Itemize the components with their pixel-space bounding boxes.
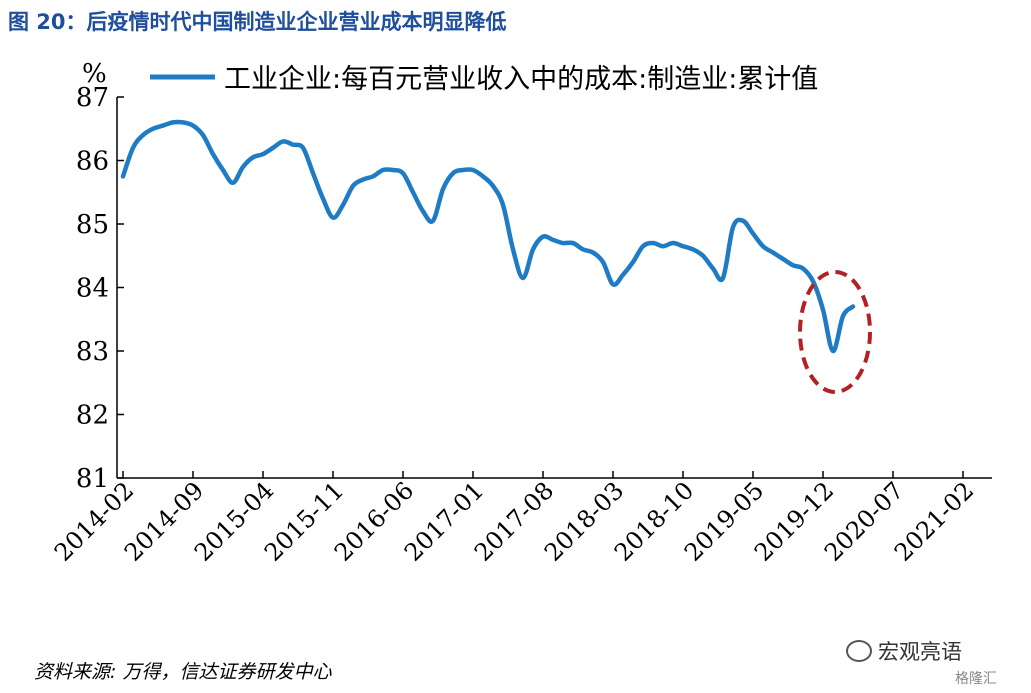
y-tick-label: 87 xyxy=(76,83,109,113)
y-tick-label: 85 xyxy=(76,210,109,240)
series-line xyxy=(120,119,856,354)
y-tick-label: 86 xyxy=(76,147,109,177)
legend: 工业企业:每百元营业收入中的成本:制造业:累计值 xyxy=(150,64,818,95)
y-tick-label: 81 xyxy=(76,464,109,494)
figure-title: 图 20：后疫情时代中国制造业企业营业成本明显降低 xyxy=(8,10,507,34)
y-tick-label: 84 xyxy=(76,274,109,304)
highlight-ellipse xyxy=(798,269,872,394)
watermark-brand: 宏观亮语 xyxy=(878,640,962,664)
y-tick-label: 83 xyxy=(76,337,109,367)
y-axis-unit: % xyxy=(82,59,107,89)
wechat-icon xyxy=(846,640,872,662)
x-axis: 2014-022014-092015-042015-112016-062017-… xyxy=(49,471,992,567)
y-tick-label: 82 xyxy=(76,401,109,431)
source-note: 资料来源: 万得，信达证券研发中心 xyxy=(34,661,332,683)
series-layer xyxy=(120,119,856,354)
watermark-corner: 格隆汇 xyxy=(955,671,997,687)
watermark: 宏观亮语 xyxy=(846,636,962,666)
legend-label: 工业企业:每百元营业收入中的成本:制造业:累计值 xyxy=(224,64,818,95)
y-axis: 81 82 83 84 85 86 87 xyxy=(76,83,124,494)
annotation-layer xyxy=(798,269,872,394)
